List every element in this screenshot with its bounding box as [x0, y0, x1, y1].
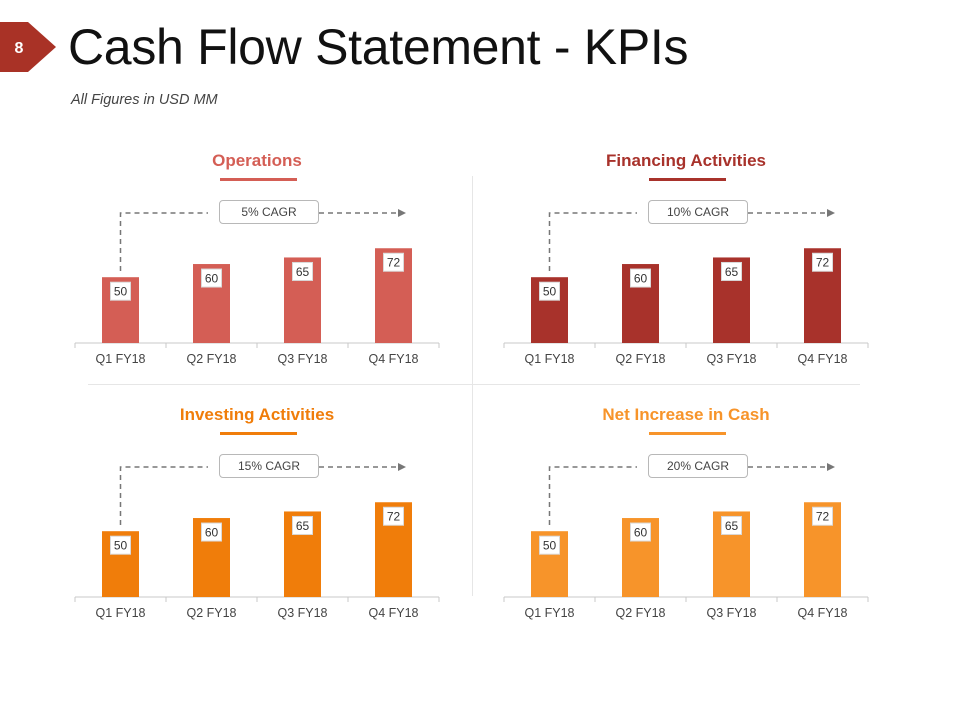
page-title: Cash Flow Statement - KPIs — [68, 19, 689, 75]
value-label-box: 72 — [812, 506, 833, 526]
chart-title: Net Increase in Cash — [602, 405, 770, 424]
value-label-box: 60 — [630, 268, 651, 288]
value-label-bg — [721, 515, 742, 535]
value-label-box: 60 — [201, 268, 222, 288]
value-label-box: 65 — [721, 515, 742, 535]
cagr-arrowhead — [827, 209, 835, 217]
bar-chart: 50 Q1 FY18 60 Q2 FY18 65 Q3 FY18 72 Q4 FY18 — [74, 209, 440, 366]
value-label-box: 60 — [630, 522, 651, 542]
vertical-divider — [472, 176, 473, 596]
value-label-bg — [812, 252, 833, 272]
value-label-bg — [721, 261, 742, 281]
x-tick-label: Q4 FY18 — [368, 352, 418, 366]
cagr-arrowhead — [398, 209, 406, 217]
value-label: 50 — [543, 285, 557, 299]
x-tick-label: Q1 FY18 — [524, 606, 574, 620]
value-label-box: 72 — [383, 252, 404, 272]
value-label: 60 — [205, 272, 219, 286]
x-tick-label: Q3 FY18 — [706, 606, 756, 620]
value-label-box: 50 — [539, 535, 560, 555]
value-label: 50 — [543, 539, 557, 553]
title-underline — [649, 178, 726, 181]
value-label-bg — [630, 268, 651, 288]
slide-number-badge: 8 — [0, 22, 56, 72]
value-label: 65 — [296, 265, 310, 279]
units-note: All Figures in USD MM — [71, 92, 218, 108]
cagr-arrowhead — [827, 463, 835, 471]
cagr-arrow-start — [548, 212, 637, 271]
value-label-bg — [630, 522, 651, 542]
value-label: 72 — [816, 510, 830, 524]
x-tick-label: Q1 FY18 — [95, 352, 145, 366]
value-label-box: 65 — [292, 515, 313, 535]
bar-chart: 50 Q1 FY18 60 Q2 FY18 65 Q3 FY18 72 Q4 FY18 — [74, 463, 440, 620]
cagr-arrowhead — [398, 463, 406, 471]
value-label: 72 — [387, 256, 401, 270]
x-tick-label: Q1 FY18 — [524, 352, 574, 366]
cagr-arrow-start — [119, 466, 208, 525]
title-underline — [220, 178, 297, 181]
value-label: 72 — [816, 256, 830, 270]
horizontal-divider — [88, 384, 860, 385]
bar-chart: 50 Q1 FY18 60 Q2 FY18 65 Q3 FY18 72 Q4 FY18 — [503, 209, 869, 366]
x-tick-label: Q4 FY18 — [797, 606, 847, 620]
chart-title: Financing Activities — [606, 151, 766, 170]
value-label-box: 50 — [110, 535, 131, 555]
chart-panel-operations: Operations 50 Q1 FY18 60 Q2 FY18 65 Q3 FY18 72… — [57, 151, 457, 381]
value-label-box: 72 — [812, 252, 833, 272]
value-label: 50 — [114, 285, 128, 299]
x-tick-label: Q3 FY18 — [277, 606, 327, 620]
value-label-bg — [201, 522, 222, 542]
badge-shape — [0, 22, 56, 72]
value-label: 65 — [725, 265, 739, 279]
value-label: 50 — [114, 539, 128, 553]
value-label-bg — [539, 535, 560, 555]
value-label-bg — [110, 281, 131, 301]
chart-title: Investing Activities — [179, 405, 335, 424]
title-underline — [220, 432, 297, 435]
value-label-bg — [383, 506, 404, 526]
x-tick-label: Q4 FY18 — [368, 606, 418, 620]
value-label-bg — [201, 268, 222, 288]
bar-chart: 50 Q1 FY18 60 Q2 FY18 65 Q3 FY18 72 Q4 FY18 — [503, 463, 869, 620]
chart-title: Operations — [212, 151, 302, 170]
cagr-label: 5% CAGR — [219, 200, 319, 224]
value-label-bg — [110, 535, 131, 555]
value-label-bg — [292, 515, 313, 535]
chart-panel-investing: Investing Activities 50 Q1 FY18 60 Q2 FY18 6… — [57, 405, 457, 635]
value-label: 60 — [634, 272, 648, 286]
x-tick-label: Q2 FY18 — [186, 606, 236, 620]
cagr-label: 15% CAGR — [219, 454, 319, 478]
title-underline — [649, 432, 726, 435]
x-tick-label: Q2 FY18 — [615, 352, 665, 366]
x-tick-label: Q2 FY18 — [186, 352, 236, 366]
slide-number: 8 — [15, 40, 24, 57]
value-label-bg — [292, 261, 313, 281]
value-label-box: 60 — [201, 522, 222, 542]
chart-panel-net-increase: Net Increase in Cash 50 Q1 FY18 60 Q2 FY18 6… — [486, 405, 886, 635]
value-label-bg — [539, 281, 560, 301]
x-tick-label: Q2 FY18 — [615, 606, 665, 620]
value-label: 60 — [205, 526, 219, 540]
value-label-box: 72 — [383, 506, 404, 526]
value-label: 72 — [387, 510, 401, 524]
value-label-box: 65 — [292, 261, 313, 281]
value-label: 65 — [725, 519, 739, 533]
value-label: 65 — [296, 519, 310, 533]
value-label-box: 50 — [110, 281, 131, 301]
value-label-box: 50 — [539, 281, 560, 301]
cagr-arrow-start — [119, 212, 208, 271]
cagr-label: 20% CAGR — [648, 454, 748, 478]
x-tick-label: Q3 FY18 — [706, 352, 756, 366]
cagr-arrow-start — [548, 466, 637, 525]
x-tick-label: Q1 FY18 — [95, 606, 145, 620]
x-tick-label: Q3 FY18 — [277, 352, 327, 366]
cagr-label: 10% CAGR — [648, 200, 748, 224]
value-label-bg — [383, 252, 404, 272]
value-label-box: 65 — [721, 261, 742, 281]
value-label: 60 — [634, 526, 648, 540]
x-tick-label: Q4 FY18 — [797, 352, 847, 366]
chart-panel-financing: Financing Activities 50 Q1 FY18 60 Q2 FY18 6… — [486, 151, 886, 381]
value-label-bg — [812, 506, 833, 526]
